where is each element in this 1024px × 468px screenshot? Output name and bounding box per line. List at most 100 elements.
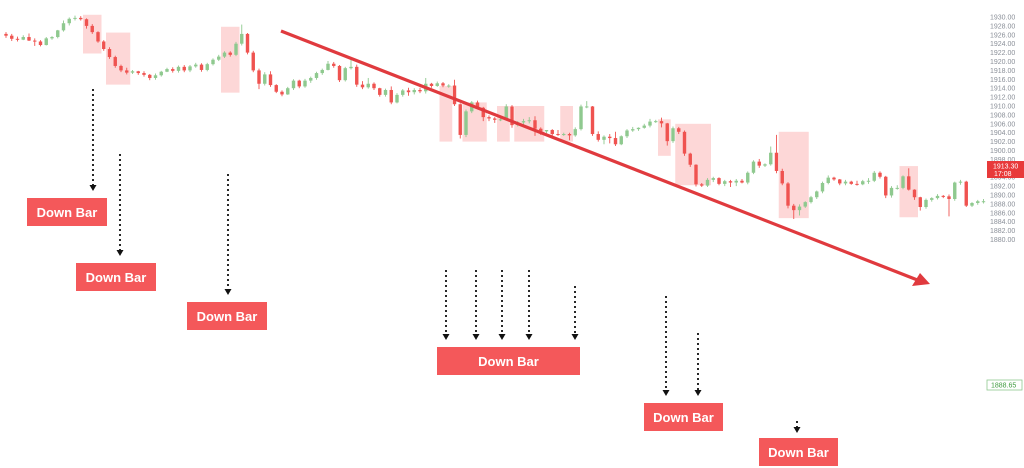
candle <box>38 40 43 47</box>
candle-body <box>475 102 480 108</box>
candle-body <box>268 74 273 86</box>
candle <box>395 93 399 104</box>
candle <box>50 36 54 40</box>
candle <box>378 87 382 97</box>
candle <box>326 61 330 71</box>
candle <box>119 64 123 73</box>
down-bar-label-5-bg <box>644 403 723 431</box>
candle <box>159 70 163 77</box>
candle-body <box>199 64 204 70</box>
y-tick-label: 1886.00 <box>990 210 1015 217</box>
candle-body <box>774 152 779 171</box>
candle <box>838 178 842 186</box>
candle-body <box>751 161 756 173</box>
candle <box>297 79 301 89</box>
candle-body <box>194 64 198 67</box>
candle <box>602 135 606 145</box>
candle <box>165 67 169 73</box>
current-price-tag-bg <box>987 161 1024 178</box>
y-tick-label: 1882.00 <box>990 228 1015 235</box>
candle <box>309 76 313 83</box>
candle-body <box>510 106 514 126</box>
candle-body <box>355 66 359 85</box>
candle <box>941 195 945 199</box>
candle <box>412 88 416 95</box>
last-price-value: 1888.65 <box>991 383 1016 390</box>
candle <box>889 186 894 198</box>
candle-body <box>15 38 20 40</box>
candle <box>786 182 790 209</box>
candle <box>148 73 152 81</box>
candle <box>958 179 963 185</box>
candle <box>579 104 583 131</box>
candle <box>861 179 865 186</box>
candle <box>61 20 66 32</box>
candle <box>389 86 393 105</box>
y-tick-label: 1888.00 <box>990 201 1015 208</box>
candle <box>303 78 307 88</box>
connector-arrowhead-7 <box>525 334 533 340</box>
connector-arrowhead-4 <box>442 334 450 340</box>
candle <box>222 51 227 58</box>
candle <box>90 24 94 34</box>
candle-body <box>240 33 244 44</box>
candle <box>585 101 589 109</box>
candle-body <box>378 88 382 95</box>
candle-body <box>291 80 296 89</box>
candle-body <box>953 182 957 200</box>
candle <box>176 65 181 73</box>
candle-body <box>360 84 365 88</box>
candle <box>527 117 531 124</box>
candle-body <box>493 118 497 120</box>
downtrend-arrow-head <box>912 273 930 286</box>
y-tick-label: 1930.00 <box>990 15 1015 22</box>
candle-body <box>73 17 77 19</box>
candle-body <box>217 56 221 60</box>
down-bar-label-6-text: Down Bar <box>768 445 829 460</box>
connector-arrowhead-11 <box>793 427 801 433</box>
candle-body <box>608 136 612 139</box>
y-tick-label: 1914.00 <box>990 86 1015 93</box>
candle-body <box>383 89 388 95</box>
candle <box>441 81 445 88</box>
y-tick-label: 1884.00 <box>990 219 1015 226</box>
candle-body <box>930 198 934 200</box>
candle-body <box>286 88 290 95</box>
candle <box>188 65 192 73</box>
y-tick-label: 1926.00 <box>990 32 1015 39</box>
candle <box>458 103 462 139</box>
candle-body <box>349 66 353 69</box>
candle <box>130 69 135 74</box>
candle-body <box>757 161 761 166</box>
candle-body <box>803 202 807 207</box>
candle-body <box>832 177 836 180</box>
candle <box>240 24 244 46</box>
y-tick-label: 1912.00 <box>990 95 1015 102</box>
candle-body <box>976 201 980 204</box>
candle-body <box>27 37 31 41</box>
candle <box>918 196 922 211</box>
candle-body <box>562 134 566 136</box>
candle-body <box>613 138 618 145</box>
candle-body <box>297 80 301 87</box>
candle <box>659 117 664 128</box>
candle-body <box>717 178 721 184</box>
candle-body <box>504 106 508 120</box>
candle <box>556 130 560 136</box>
y-tick-label: 1902.00 <box>990 139 1015 146</box>
down-bar-label-5-text: Down Bar <box>653 410 714 425</box>
candle-body <box>159 71 163 76</box>
candle-body <box>527 120 531 122</box>
candle-body <box>228 52 232 55</box>
candle-body <box>728 181 733 183</box>
down-bar-label-6-bg <box>759 438 838 466</box>
candle <box>372 82 376 90</box>
candle <box>429 82 434 88</box>
candle <box>280 90 284 97</box>
candle <box>56 29 60 39</box>
candle <box>343 66 347 82</box>
down-bar-highlight-4 <box>439 85 453 142</box>
candle <box>878 171 882 179</box>
candle-body <box>171 69 175 71</box>
